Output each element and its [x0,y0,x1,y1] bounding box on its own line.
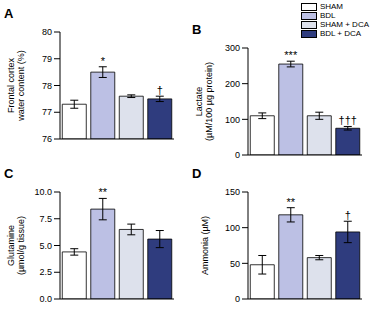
svg-text:2.5: 2.5 [39,267,52,277]
svg-text:†: † [345,209,351,221]
svg-text:Frontal cortexwater content (%: Frontal cortexwater content (%) [8,50,26,122]
svg-text:7.5: 7.5 [39,214,52,224]
svg-text:†††: ††† [339,114,357,126]
svg-text:Glutamine(µmol/g tissue): Glutamine(µmol/g tissue) [8,216,26,275]
svg-text:78: 78 [42,81,52,91]
svg-text:100: 100 [225,115,240,125]
svg-text:**: ** [286,196,295,208]
html-text:SHAM + DCA: SHAM + DCA [319,20,369,29]
html-text:BDL: BDL [319,11,336,20]
html-text:A: A [4,6,14,21]
html-text:B: B [192,22,202,37]
svg-text:76: 76 [42,134,52,144]
svg-text:0.0: 0.0 [39,294,52,304]
svg-text:0: 0 [235,150,240,160]
svg-text:**: ** [98,186,107,198]
html-text:C: C [4,166,14,181]
svg-text:†: † [157,84,163,96]
svg-text:0: 0 [235,294,240,304]
svg-text:77: 77 [42,107,52,117]
html-text:SHAM: SHAM [319,2,343,11]
html-text:D: D [192,166,202,181]
html-text:BDL + DCA: BDL + DCA [319,29,362,38]
svg-text:*: * [101,55,106,67]
svg-text:150: 150 [225,187,240,197]
svg-text:200: 200 [225,79,240,89]
svg-text:Lactate(µM/100 µg protein): Lactate(µM/100 µg protein) [194,62,214,141]
svg-text:5.0: 5.0 [39,241,52,251]
svg-text:Ammonia (µM): Ammonia (µM) [200,216,210,275]
svg-text:10.0: 10.0 [34,187,52,197]
svg-text:80: 80 [42,27,52,37]
svg-text:***: *** [284,49,298,61]
svg-text:300: 300 [225,43,240,53]
svg-text:100: 100 [225,223,240,233]
svg-text:50: 50 [230,259,240,269]
svg-text:79: 79 [42,54,52,64]
